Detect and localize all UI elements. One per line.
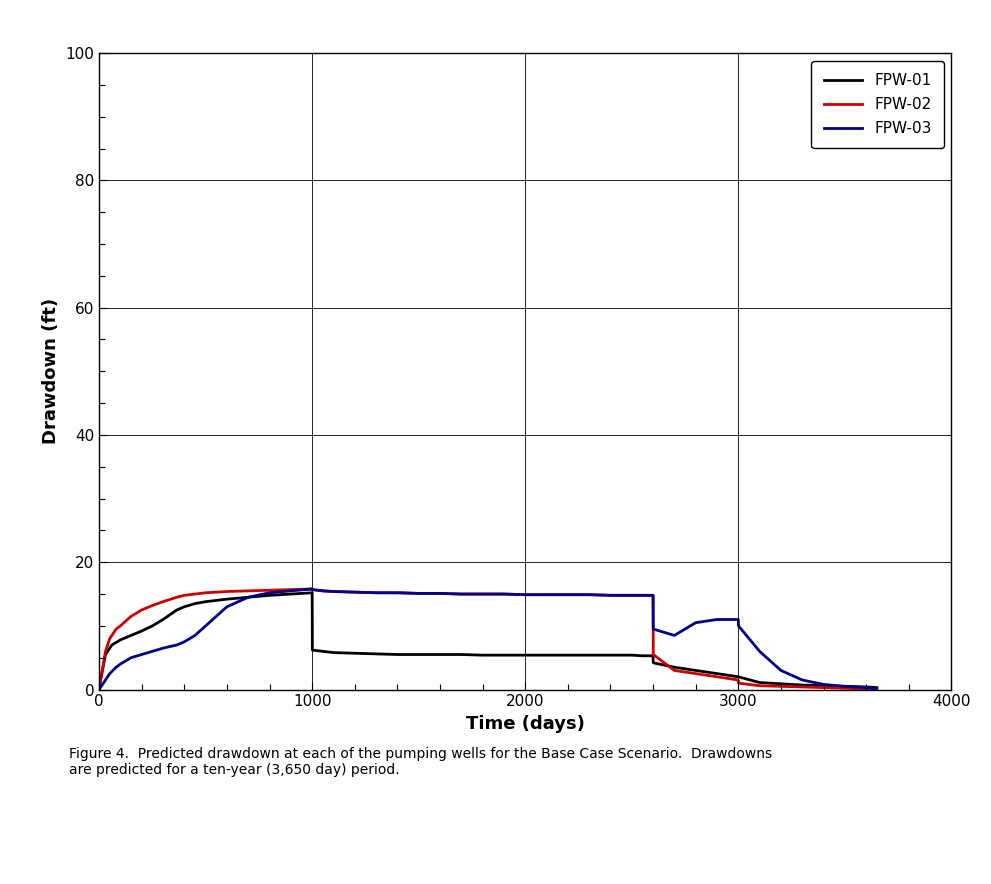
Legend: FPW-01, FPW-02, FPW-03: FPW-01, FPW-02, FPW-03: [812, 61, 943, 149]
Y-axis label: Drawdown (ft): Drawdown (ft): [42, 298, 59, 445]
Text: Figure 4.  Predicted drawdown at each of the pumping wells for the Base Case Sce: Figure 4. Predicted drawdown at each of …: [69, 747, 773, 777]
X-axis label: Time (days): Time (days): [466, 715, 585, 733]
